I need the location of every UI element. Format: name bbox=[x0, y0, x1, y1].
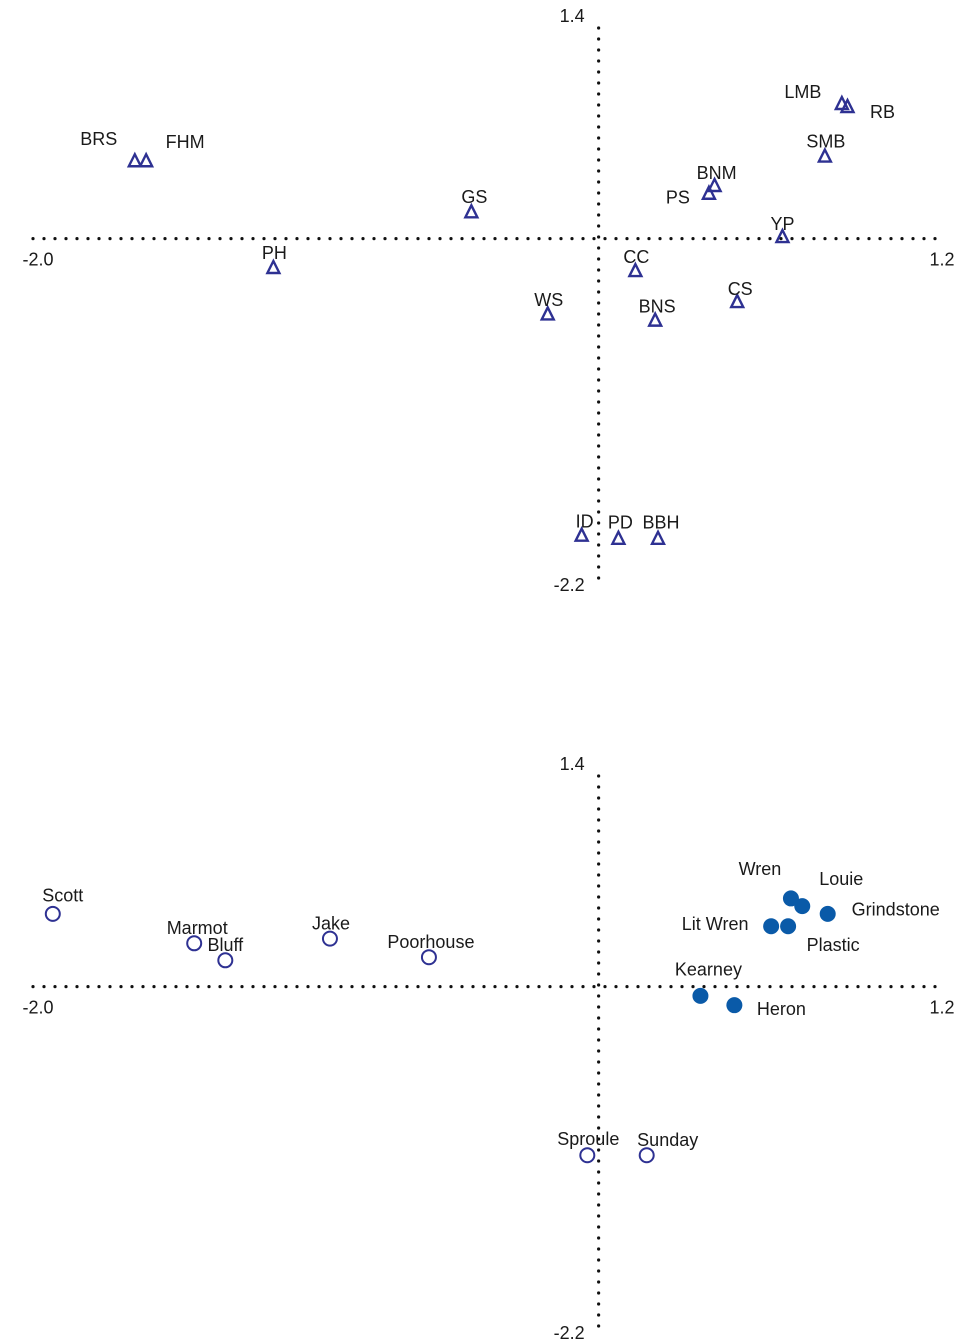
point-label: Poorhouse bbox=[387, 932, 474, 952]
y-tick-label: 1.4 bbox=[560, 754, 585, 774]
point-label: PH bbox=[262, 243, 287, 263]
point-label: PS bbox=[666, 187, 690, 207]
circle-point bbox=[217, 952, 234, 969]
point-label: Louie bbox=[819, 869, 863, 889]
triangle-point bbox=[463, 202, 480, 219]
triangle-point bbox=[816, 146, 833, 163]
point-label: Sproule bbox=[557, 1129, 619, 1149]
point-label: BRS bbox=[80, 129, 117, 149]
point-label: Sunday bbox=[637, 1130, 698, 1150]
x-tick-label: -2.0 bbox=[22, 997, 53, 1017]
point-label: Wren bbox=[739, 859, 782, 879]
triangle-point bbox=[138, 151, 155, 168]
circle-point bbox=[638, 1147, 655, 1164]
point-label: Jake bbox=[312, 913, 350, 933]
point-label: Scott bbox=[42, 886, 83, 906]
triangle-point bbox=[539, 304, 556, 321]
x-tick-label: 1.2 bbox=[929, 997, 954, 1017]
point-label: SMB bbox=[806, 131, 845, 151]
triangle-point bbox=[650, 529, 666, 545]
y-tick-label: -2.2 bbox=[554, 1323, 585, 1343]
point-label: Plastic bbox=[807, 935, 860, 955]
triangle-point bbox=[627, 261, 644, 278]
triangle-point bbox=[700, 184, 717, 200]
filled-point bbox=[692, 987, 709, 1004]
point-label: Kearney bbox=[675, 960, 742, 980]
triangle-point bbox=[839, 97, 856, 114]
triangle-point bbox=[647, 310, 664, 327]
triangle-point bbox=[774, 227, 791, 244]
point-label: LMB bbox=[784, 82, 821, 102]
point-label: CC bbox=[623, 247, 649, 267]
filled-point bbox=[780, 918, 797, 935]
point-label: ID bbox=[576, 511, 594, 531]
point-label: BNM bbox=[697, 163, 737, 183]
triangle-point bbox=[610, 529, 627, 545]
filled-point bbox=[819, 905, 836, 922]
circle-point bbox=[321, 930, 338, 947]
triangle-point bbox=[729, 292, 746, 309]
point-label: CS bbox=[728, 279, 753, 299]
point-label: FHM bbox=[166, 132, 205, 152]
point-label: WS bbox=[534, 290, 563, 310]
triangle-point bbox=[573, 525, 590, 542]
point-label: GS bbox=[461, 187, 487, 207]
point-label: BBH bbox=[643, 513, 680, 533]
triangle-point bbox=[126, 151, 143, 168]
circle-point bbox=[44, 905, 61, 922]
filled-point bbox=[794, 898, 811, 915]
point-label: Lit Wren bbox=[682, 914, 749, 934]
circle-point bbox=[186, 935, 203, 952]
y-tick-label: -2.2 bbox=[554, 575, 585, 595]
point-label: Bluff bbox=[207, 935, 244, 955]
triangle-point bbox=[265, 258, 282, 275]
point-label: BNS bbox=[639, 296, 676, 316]
point-label: YP bbox=[770, 214, 794, 234]
filled-point bbox=[782, 890, 799, 907]
circle-point bbox=[420, 949, 437, 966]
y-tick-label: 1.4 bbox=[560, 6, 585, 26]
x-tick-label: 1.2 bbox=[929, 249, 954, 269]
triangle-point bbox=[706, 176, 723, 193]
point-label: Marmot bbox=[167, 918, 228, 938]
circle-point bbox=[579, 1147, 596, 1164]
filled-point bbox=[763, 918, 780, 935]
filled-point bbox=[726, 997, 743, 1014]
point-label: Heron bbox=[757, 999, 806, 1019]
x-tick-label: -2.0 bbox=[22, 249, 53, 269]
point-label: PD bbox=[608, 513, 633, 533]
point-label: Grindstone bbox=[852, 900, 940, 920]
point-label: RB bbox=[870, 102, 895, 122]
